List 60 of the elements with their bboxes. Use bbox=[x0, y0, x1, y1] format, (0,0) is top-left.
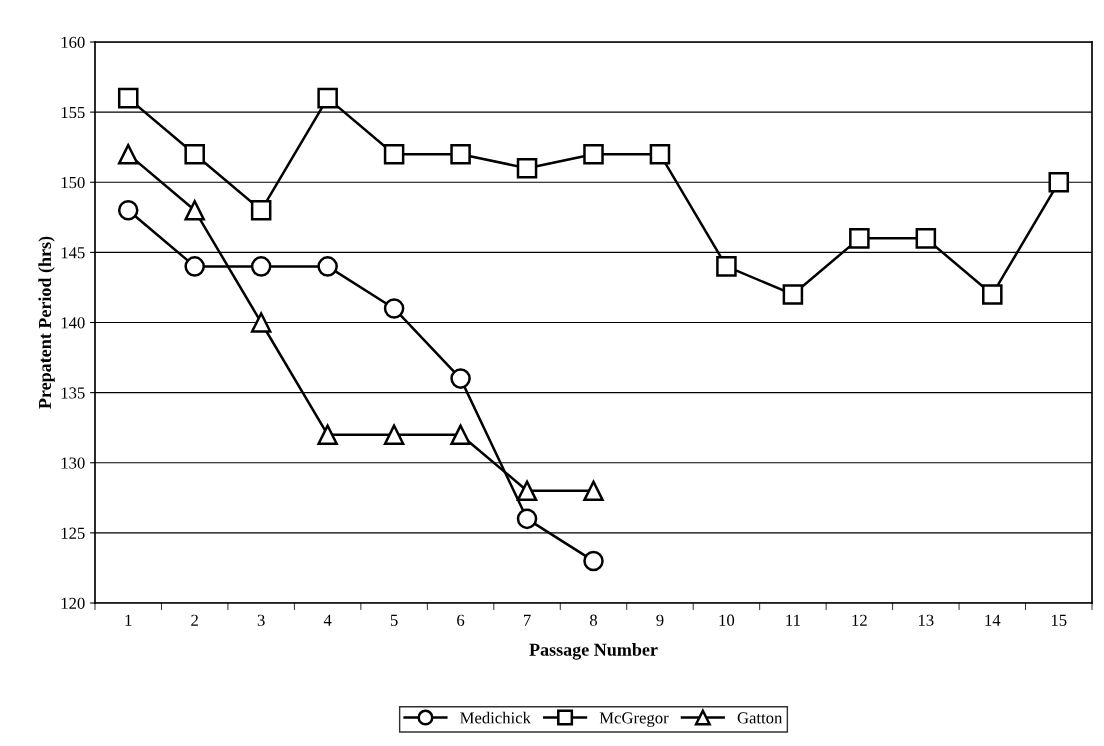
x-tick-label: 2 bbox=[191, 614, 198, 626]
x-tick-label: 4 bbox=[323, 614, 332, 626]
x-tick-label: 11 bbox=[786, 614, 800, 626]
point bbox=[117, 143, 139, 165]
legend-label: McGregor bbox=[599, 712, 669, 727]
y-tick-label: 140 bbox=[61, 317, 85, 329]
point bbox=[450, 424, 471, 445]
point bbox=[383, 424, 405, 445]
point bbox=[849, 228, 870, 249]
point bbox=[383, 298, 405, 319]
point bbox=[583, 550, 604, 572]
point bbox=[184, 256, 205, 277]
point bbox=[450, 143, 471, 165]
x-tick-label: 1 bbox=[125, 614, 132, 626]
x-tick-label: 9 bbox=[656, 614, 664, 626]
x-tick-label: 5 bbox=[390, 614, 398, 626]
legend-label: Medichick bbox=[460, 711, 531, 724]
point bbox=[184, 143, 205, 165]
y-tick-label: 125 bbox=[61, 527, 85, 539]
x-tick-label: 7 bbox=[523, 614, 531, 626]
point bbox=[317, 256, 338, 277]
legend-label: Gatton bbox=[737, 712, 783, 724]
point bbox=[250, 256, 272, 277]
x-tick-label: 10 bbox=[719, 614, 735, 626]
y-tick-label: 160 bbox=[61, 36, 85, 48]
x-tick-label: 14 bbox=[985, 614, 1001, 626]
point bbox=[649, 143, 671, 165]
point bbox=[583, 143, 604, 165]
y-tick-label: 120 bbox=[61, 597, 85, 609]
x-tick-label: 15 bbox=[1051, 614, 1067, 626]
y-axis-title: Prepatent Period (hrs) bbox=[38, 236, 55, 409]
y-tick-label: 145 bbox=[61, 247, 85, 259]
point bbox=[383, 143, 405, 165]
point bbox=[117, 200, 139, 221]
point bbox=[915, 228, 937, 249]
point bbox=[250, 312, 272, 333]
y-tick-label: 150 bbox=[61, 176, 85, 189]
y-tick-label: 135 bbox=[61, 387, 85, 399]
point bbox=[450, 368, 471, 389]
point bbox=[516, 157, 538, 179]
y-tick-label: 155 bbox=[61, 106, 85, 119]
x-tick-label: 12 bbox=[852, 614, 867, 626]
point bbox=[516, 508, 538, 530]
point bbox=[782, 284, 804, 305]
y-tick-label: 130 bbox=[61, 457, 85, 469]
point bbox=[117, 87, 139, 109]
point bbox=[317, 87, 338, 109]
x-tick-label: 8 bbox=[589, 614, 598, 626]
x-tick-label: 3 bbox=[257, 614, 265, 626]
point bbox=[1048, 171, 1070, 193]
point bbox=[184, 200, 205, 221]
point bbox=[583, 480, 604, 502]
point bbox=[982, 284, 1003, 305]
x-axis-title: Passage Number bbox=[529, 643, 658, 660]
x-tick-label: 6 bbox=[457, 614, 465, 626]
point bbox=[516, 480, 538, 502]
point bbox=[317, 424, 338, 445]
point bbox=[250, 200, 272, 221]
point bbox=[716, 256, 737, 277]
x-tick-label: 13 bbox=[918, 614, 934, 626]
